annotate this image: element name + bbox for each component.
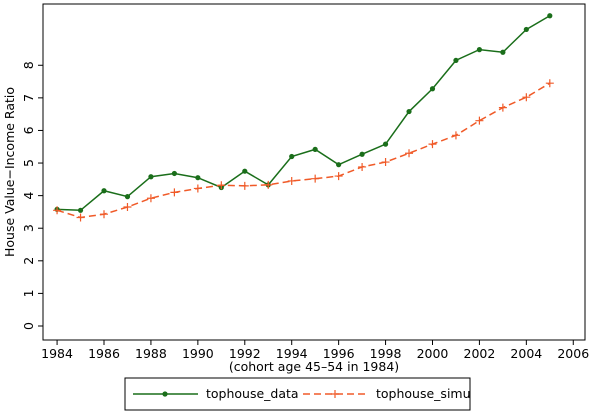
- point: [240, 181, 249, 190]
- y-tick-label: 2: [21, 257, 36, 265]
- x-tick-label: 1992: [229, 346, 261, 361]
- legend-marker: [162, 391, 168, 397]
- x-axis-title: (cohort age 45–54 in 1984): [229, 359, 399, 374]
- x-tick-label: 1988: [135, 346, 167, 361]
- point: [312, 146, 318, 152]
- point: [148, 174, 154, 180]
- x-tick-label: 1996: [323, 346, 355, 361]
- x-tick-label: 1990: [182, 346, 214, 361]
- y-tick-label: 3: [21, 224, 36, 232]
- y-tick-label: 5: [21, 159, 36, 167]
- y-tick-label: 1: [21, 289, 36, 297]
- point: [124, 194, 131, 200]
- point: [76, 213, 85, 222]
- series-line: [56, 82, 551, 219]
- point: [381, 158, 390, 167]
- point: [522, 93, 531, 102]
- point: [406, 108, 412, 115]
- legend-box: [124, 377, 471, 411]
- point: [405, 149, 414, 158]
- point: [545, 79, 554, 88]
- point: [547, 13, 553, 19]
- x-tick-label: 1994: [276, 346, 308, 361]
- point: [334, 172, 343, 181]
- point: [242, 168, 248, 174]
- x-tick-label: 1986: [88, 346, 120, 361]
- point: [498, 103, 507, 112]
- point: [336, 162, 342, 168]
- point: [451, 131, 460, 140]
- point: [476, 47, 483, 53]
- x-tick-label: 1984: [41, 346, 73, 361]
- point: [53, 206, 62, 215]
- point: [217, 181, 226, 190]
- point: [289, 153, 295, 160]
- point: [123, 203, 132, 212]
- point: [171, 170, 177, 177]
- point: [77, 207, 84, 213]
- point: [359, 151, 365, 157]
- point: [193, 184, 202, 193]
- x-tick-label: 2000: [417, 346, 449, 361]
- point: [146, 194, 155, 203]
- x-tick-label: 2006: [557, 346, 589, 361]
- y-tick-label: 7: [21, 94, 36, 102]
- point: [428, 140, 437, 149]
- point: [429, 86, 436, 92]
- y-tick-label: 4: [21, 192, 36, 200]
- point: [100, 210, 109, 219]
- legend-label: tophouse_data: [206, 386, 299, 401]
- x-tick-label: 2002: [464, 346, 496, 361]
- y-tick-label: 6: [21, 126, 36, 134]
- point: [453, 57, 459, 63]
- x-tick-label: 2004: [510, 346, 542, 361]
- point: [287, 176, 296, 185]
- point: [358, 162, 367, 171]
- point: [264, 180, 273, 189]
- point: [475, 116, 484, 125]
- x-tick-label: 1998: [370, 346, 402, 361]
- y-tick-label: 8: [21, 61, 36, 69]
- y-tick-label: 0: [21, 322, 36, 330]
- point: [170, 188, 179, 197]
- point: [311, 174, 320, 183]
- point: [500, 49, 506, 55]
- y-axis-title: House Value−Income Ratio: [2, 87, 17, 257]
- plot-frame: [42, 3, 586, 341]
- point: [195, 175, 201, 181]
- legend-marker: [331, 390, 339, 398]
- series-line: [57, 15, 551, 212]
- point: [101, 188, 107, 194]
- point: [382, 141, 389, 147]
- legend-label: tophouse_simu: [376, 386, 471, 401]
- point: [523, 26, 529, 33]
